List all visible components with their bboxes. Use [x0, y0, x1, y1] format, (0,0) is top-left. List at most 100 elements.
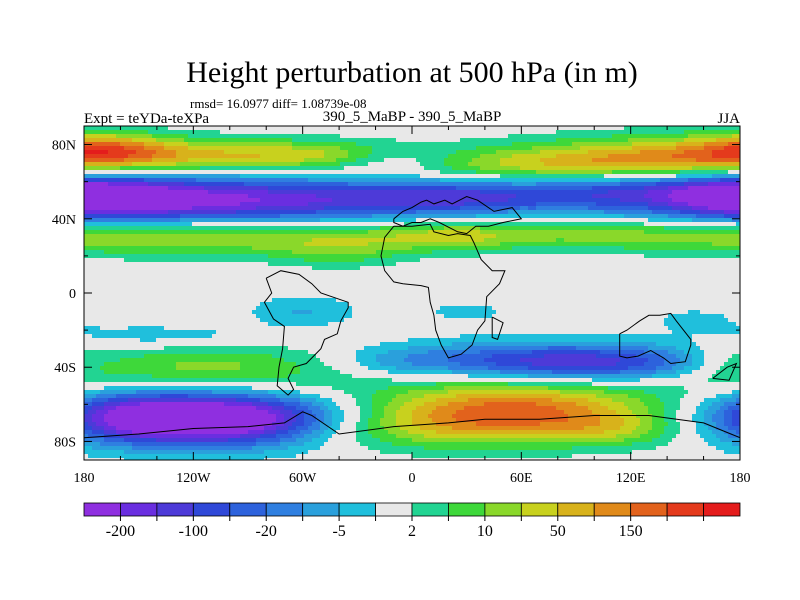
contour-cell — [484, 198, 489, 203]
contour-cell — [380, 150, 385, 155]
contour-cell — [352, 174, 357, 179]
contour-cell — [448, 146, 453, 151]
contour-cell — [500, 242, 505, 247]
contour-cell — [320, 178, 325, 183]
contour-cell — [484, 214, 489, 219]
contour-cell — [588, 138, 593, 143]
contour-cell — [644, 190, 649, 195]
contour-cell — [264, 146, 269, 151]
contour-cell — [216, 238, 221, 243]
contour-cell — [240, 234, 245, 239]
contour-cell — [440, 190, 445, 195]
contour-cell — [528, 202, 533, 207]
contour-cell — [708, 162, 713, 167]
contour-cell — [580, 130, 585, 135]
contour-cell — [356, 170, 361, 175]
contour-cell — [312, 190, 317, 195]
contour-cell — [164, 126, 169, 131]
contour-cell — [172, 242, 177, 247]
contour-cell — [84, 126, 89, 131]
contour-cell — [672, 230, 677, 235]
contour-cell — [204, 142, 209, 147]
contour-cell — [88, 178, 93, 183]
contour-cell — [508, 134, 513, 139]
contour-cell — [496, 226, 501, 231]
contour-cell — [496, 130, 501, 135]
contour-cell — [324, 158, 329, 163]
contour-cell — [260, 206, 265, 211]
contour-cell — [432, 170, 437, 175]
contour-cell — [512, 198, 517, 203]
contour-cell — [144, 126, 149, 131]
contour-cell — [200, 214, 205, 219]
contour-cell — [560, 186, 565, 191]
contour-cell — [204, 246, 209, 251]
contour-cell — [584, 222, 589, 227]
contour-cell — [560, 134, 565, 139]
contour-cell — [120, 126, 125, 131]
contour-cell — [268, 190, 273, 195]
contour-cell — [252, 246, 257, 251]
contour-cell — [508, 182, 513, 187]
contour-cell — [556, 178, 561, 183]
contour-cell — [360, 246, 365, 251]
contour-cell — [600, 194, 605, 199]
contour-cell — [448, 218, 453, 223]
contour-cell — [384, 162, 389, 167]
contour-cell — [148, 230, 153, 235]
contour-cell — [344, 194, 349, 199]
contour-cell — [524, 230, 529, 235]
contour-cell — [400, 142, 405, 147]
contour-cell — [132, 186, 137, 191]
contour-cell — [188, 190, 193, 195]
contour-cell — [168, 182, 173, 187]
contour-cell — [680, 166, 685, 171]
contour-cell — [528, 206, 533, 211]
contour-cell — [132, 218, 137, 223]
contour-cell — [256, 246, 261, 251]
contour-cell — [84, 234, 89, 239]
contour-cell — [372, 154, 377, 159]
contour-cell — [296, 230, 301, 235]
contour-cell — [136, 186, 141, 191]
contour-cell — [304, 206, 309, 211]
contour-cell — [256, 166, 261, 171]
contour-cell — [720, 198, 725, 203]
contour-cell — [636, 206, 641, 211]
contour-cell — [676, 158, 681, 163]
contour-cell — [360, 150, 365, 155]
contour-cell — [612, 190, 617, 195]
contour-cell — [544, 198, 549, 203]
contour-cell — [604, 226, 609, 231]
contour-cell — [640, 206, 645, 211]
contour-cell — [256, 234, 261, 239]
contour-cell — [536, 134, 541, 139]
contour-cell — [428, 226, 433, 231]
contour-cell — [112, 246, 117, 251]
contour-cell — [192, 218, 197, 223]
contour-cell — [236, 142, 241, 147]
contour-cell — [132, 126, 137, 131]
contour-cell — [376, 158, 381, 163]
contour-cell — [112, 194, 117, 199]
contour-cell — [312, 126, 317, 131]
contour-cell — [660, 202, 665, 207]
contour-cell — [452, 202, 457, 207]
contour-cell — [216, 210, 221, 215]
contour-cell — [104, 162, 109, 167]
contour-cell — [344, 222, 349, 227]
contour-cell — [692, 130, 697, 135]
contour-cell — [284, 230, 289, 235]
contour-cell — [316, 174, 321, 179]
contour-cell — [336, 182, 341, 187]
contour-cell — [368, 130, 373, 135]
contour-cell — [652, 178, 657, 183]
contour-cell — [676, 190, 681, 195]
contour-cell — [604, 142, 609, 147]
contour-cell — [272, 162, 277, 167]
contour-cell — [124, 226, 129, 231]
contour-cell — [620, 174, 625, 179]
contour-cell — [92, 150, 97, 155]
contour-cell — [736, 174, 740, 179]
contour-cell — [296, 170, 301, 175]
